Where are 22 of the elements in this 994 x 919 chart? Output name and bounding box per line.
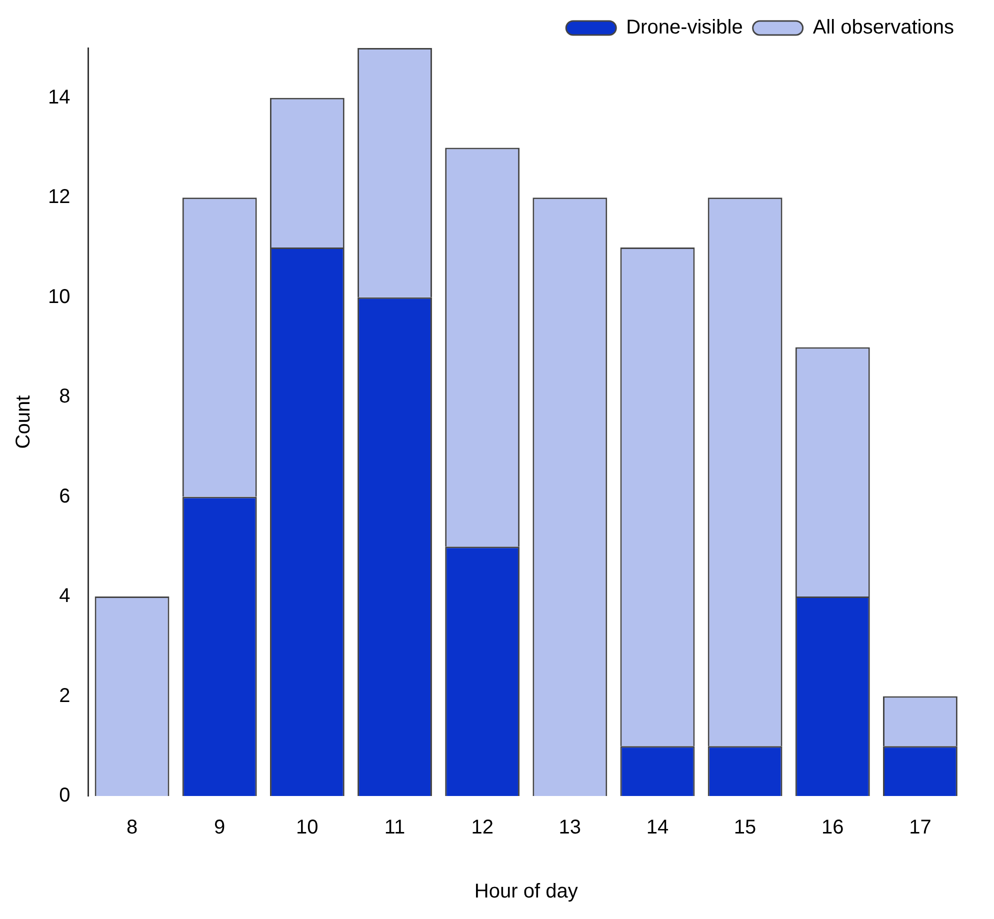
x-tick-label: 13 xyxy=(558,816,582,839)
x-tick-label: 12 xyxy=(471,816,494,839)
y-tick-label: 0 xyxy=(59,784,70,807)
y-tick-label: 12 xyxy=(48,186,70,208)
legend-label: Drone-visible xyxy=(626,16,743,39)
y-tick-label: 8 xyxy=(59,386,70,408)
x-tick-label: 14 xyxy=(646,816,669,839)
y-tick-label: 4 xyxy=(59,585,70,608)
y-tick-label: 10 xyxy=(48,286,70,308)
x-tick-label: 16 xyxy=(822,816,844,839)
legend-label: All observations xyxy=(812,16,954,39)
y-tick-label: 6 xyxy=(59,485,70,508)
x-tick-label: 17 xyxy=(909,816,932,839)
x-tick-label: 11 xyxy=(384,816,406,839)
x-tick-label: 8 xyxy=(126,816,138,839)
x-tick-label: 15 xyxy=(734,816,756,839)
x-tick-label: 10 xyxy=(296,816,318,839)
y-axis-title: Count xyxy=(12,394,35,449)
y-tick-label: 2 xyxy=(59,684,70,707)
x-tick-label: 9 xyxy=(214,816,226,839)
y-tick-label: 14 xyxy=(48,86,70,108)
x-axis-title: Hour of day xyxy=(474,880,578,903)
